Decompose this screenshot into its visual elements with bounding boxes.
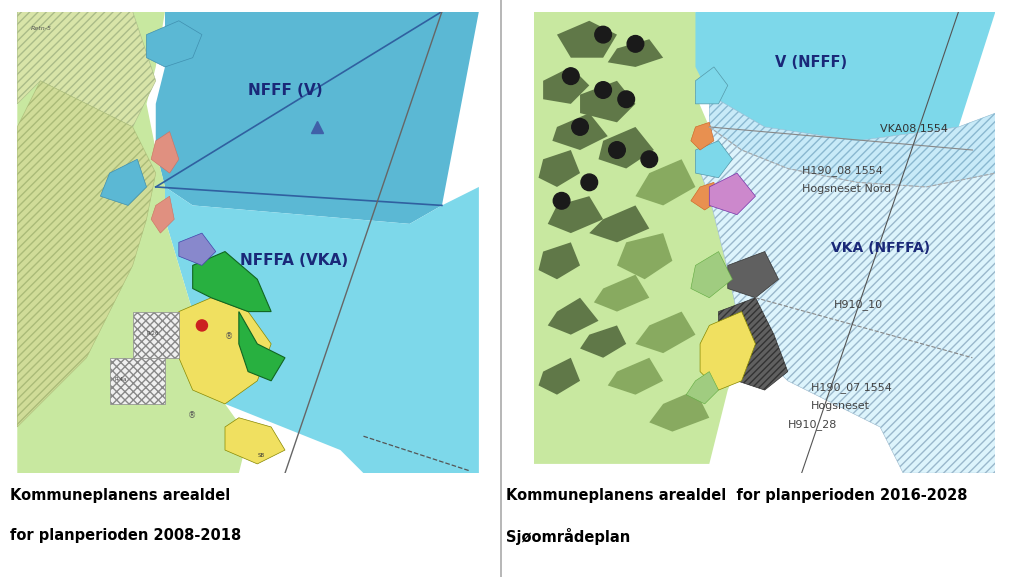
Text: SB: SB (258, 453, 264, 458)
Polygon shape (538, 242, 580, 279)
Polygon shape (696, 12, 995, 141)
Polygon shape (580, 81, 635, 122)
Polygon shape (547, 298, 598, 335)
Text: ®: ® (188, 411, 196, 419)
Text: R-26: R-26 (146, 331, 159, 336)
Polygon shape (151, 132, 179, 173)
Polygon shape (557, 21, 617, 58)
Text: H910_28: H910_28 (788, 419, 837, 430)
Polygon shape (589, 205, 650, 242)
Polygon shape (155, 12, 479, 224)
Text: VKA (NFFFA): VKA (NFFFA) (831, 241, 930, 254)
Circle shape (572, 119, 588, 135)
Circle shape (627, 36, 643, 52)
Polygon shape (17, 81, 155, 427)
Text: Hogsneset Nord: Hogsneset Nord (802, 183, 891, 193)
Polygon shape (109, 358, 165, 404)
Polygon shape (552, 113, 608, 150)
Text: for planperioden 2008-2018: for planperioden 2008-2018 (10, 528, 241, 543)
Polygon shape (635, 312, 696, 353)
Polygon shape (179, 298, 271, 404)
Text: V (NFFF): V (NFFF) (774, 55, 847, 70)
Text: Hogsneset: Hogsneset (811, 400, 870, 410)
Polygon shape (686, 372, 718, 404)
Circle shape (196, 320, 208, 331)
Text: H910_10: H910_10 (834, 299, 883, 310)
Text: Kommuneplanens arealdel: Kommuneplanens arealdel (10, 488, 230, 503)
Polygon shape (617, 233, 672, 279)
Polygon shape (547, 196, 604, 233)
Polygon shape (580, 325, 626, 358)
Text: Kommuneplanens arealdel  for planperioden 2016-2028: Kommuneplanens arealdel for planperioden… (506, 488, 968, 503)
Text: H190_08 1554: H190_08 1554 (802, 165, 883, 176)
Polygon shape (238, 312, 285, 381)
Polygon shape (225, 418, 285, 464)
Polygon shape (165, 187, 479, 473)
Polygon shape (594, 275, 650, 312)
Polygon shape (709, 95, 995, 187)
Text: R-4a: R-4a (115, 377, 127, 382)
Text: ®: ® (225, 332, 233, 341)
Polygon shape (691, 182, 718, 210)
Polygon shape (696, 141, 732, 178)
Circle shape (609, 142, 625, 158)
Polygon shape (727, 252, 779, 298)
Circle shape (641, 151, 658, 167)
Polygon shape (691, 122, 714, 150)
Polygon shape (635, 159, 696, 205)
Circle shape (563, 68, 579, 84)
Text: VKA08 1554: VKA08 1554 (880, 123, 948, 133)
Circle shape (581, 174, 597, 190)
Polygon shape (700, 312, 755, 390)
Polygon shape (543, 67, 589, 104)
Polygon shape (146, 21, 202, 67)
Polygon shape (608, 39, 663, 67)
Polygon shape (192, 252, 271, 312)
Circle shape (594, 82, 612, 98)
Polygon shape (691, 252, 732, 298)
Polygon shape (709, 173, 755, 215)
Polygon shape (133, 312, 179, 358)
Polygon shape (534, 12, 742, 464)
Polygon shape (17, 12, 155, 127)
Polygon shape (718, 298, 788, 390)
Polygon shape (608, 358, 663, 395)
Polygon shape (179, 233, 216, 265)
Text: NFFF (V): NFFF (V) (248, 83, 322, 98)
Polygon shape (538, 150, 580, 187)
Polygon shape (696, 127, 995, 473)
Text: H190_07 1554: H190_07 1554 (811, 382, 892, 393)
Polygon shape (100, 159, 146, 205)
Text: NFFFA (VKA): NFFFA (VKA) (240, 253, 348, 268)
Polygon shape (538, 358, 580, 395)
Text: Retn-5: Retn-5 (31, 26, 52, 31)
Circle shape (594, 27, 612, 43)
Text: Sjøområdeplan: Sjøområdeplan (506, 528, 630, 545)
Polygon shape (17, 12, 249, 473)
Circle shape (618, 91, 634, 107)
Polygon shape (151, 196, 174, 233)
Polygon shape (598, 127, 654, 168)
Circle shape (553, 193, 570, 209)
Polygon shape (650, 390, 709, 432)
Polygon shape (696, 67, 727, 104)
